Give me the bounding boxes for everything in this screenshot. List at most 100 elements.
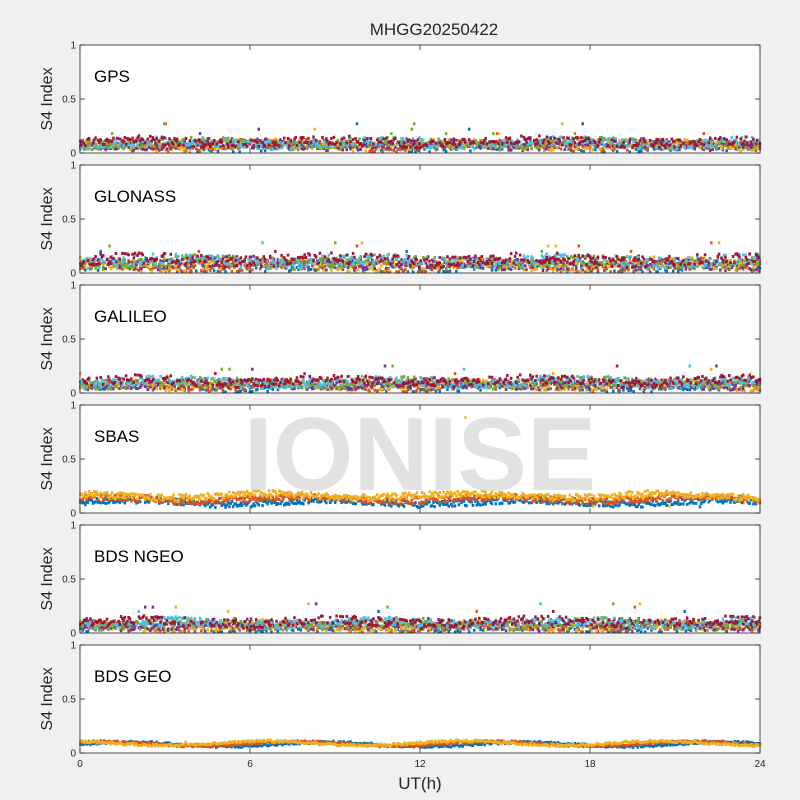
data-point <box>406 270 410 274</box>
data-point <box>481 138 485 142</box>
data-point <box>442 264 445 268</box>
data-point <box>467 264 471 268</box>
data-point <box>207 142 211 146</box>
data-point <box>295 257 299 261</box>
data-point <box>135 137 138 141</box>
data-point <box>711 148 714 152</box>
data-point <box>135 267 138 271</box>
data-point <box>272 143 276 147</box>
data-point <box>274 137 277 141</box>
data-point <box>460 265 463 269</box>
data-point <box>605 146 609 150</box>
data-point <box>104 148 107 152</box>
data-point <box>430 258 434 262</box>
data-point <box>272 139 276 143</box>
data-point <box>603 145 606 149</box>
data-point <box>543 145 546 148</box>
data-point <box>567 146 570 150</box>
data-point <box>151 252 155 256</box>
data-point <box>615 142 619 145</box>
data-point <box>541 263 545 267</box>
data-point <box>175 137 179 141</box>
data-point <box>599 135 602 139</box>
data-point <box>668 257 671 261</box>
data-point <box>522 254 526 258</box>
data-point <box>266 140 269 144</box>
data-point <box>497 267 500 271</box>
data-point <box>195 269 198 273</box>
data-point <box>348 134 351 138</box>
data-point <box>211 266 215 270</box>
data-point <box>86 388 90 392</box>
data-point <box>691 140 694 144</box>
data-point <box>186 256 189 260</box>
data-point <box>254 256 258 260</box>
data-point <box>708 136 712 140</box>
data-point <box>725 149 728 153</box>
data-point <box>682 145 685 149</box>
data-point <box>696 264 699 268</box>
data-point <box>682 262 685 266</box>
data-point <box>419 145 422 149</box>
data-point <box>147 145 151 149</box>
data-point <box>127 263 130 267</box>
data-point <box>441 256 444 260</box>
data-point <box>99 252 102 256</box>
data-point <box>235 269 239 273</box>
data-point <box>202 148 206 152</box>
data-point <box>441 145 444 149</box>
data-point <box>252 145 255 149</box>
data-point <box>498 138 501 142</box>
data-point <box>260 143 263 147</box>
data-point <box>493 147 496 151</box>
data-point <box>221 390 225 394</box>
data-point <box>742 147 745 151</box>
data-point <box>144 145 147 148</box>
data-point <box>396 147 399 151</box>
data-point <box>339 266 342 270</box>
data-point <box>112 146 115 150</box>
data-point <box>438 143 441 147</box>
data-point <box>479 259 482 263</box>
data-point <box>749 146 753 150</box>
data-point <box>170 265 174 268</box>
data-point <box>720 141 723 145</box>
data-point <box>601 138 605 142</box>
data-point <box>525 259 528 263</box>
data-point <box>612 258 615 262</box>
data-point <box>326 146 329 150</box>
data-point <box>559 267 563 271</box>
data-point <box>668 144 671 147</box>
data-point <box>517 140 521 144</box>
data-point <box>197 249 201 253</box>
data-point <box>271 141 274 145</box>
data-point <box>707 139 711 143</box>
data-point <box>453 261 457 265</box>
data-point <box>725 138 728 142</box>
data-point <box>294 146 297 150</box>
data-point <box>550 266 554 270</box>
data-point <box>286 139 290 142</box>
data-point <box>371 266 374 270</box>
data-point <box>137 258 141 262</box>
data-point <box>553 254 556 258</box>
data-point <box>300 147 304 151</box>
data-point <box>103 387 106 391</box>
data-point <box>238 261 241 265</box>
data-point <box>367 259 370 263</box>
data-point <box>481 144 485 148</box>
data-point <box>549 143 552 147</box>
data-point <box>522 258 526 262</box>
data-point <box>645 262 648 266</box>
data-point <box>446 141 449 144</box>
data-point <box>545 265 549 269</box>
data-point <box>586 269 589 273</box>
data-point <box>594 148 597 152</box>
data-point <box>691 146 694 150</box>
data-point <box>404 141 407 145</box>
data-point <box>210 259 213 263</box>
data-point <box>178 142 181 146</box>
data-point <box>305 141 309 144</box>
data-point <box>354 143 357 147</box>
data-point <box>172 260 175 264</box>
